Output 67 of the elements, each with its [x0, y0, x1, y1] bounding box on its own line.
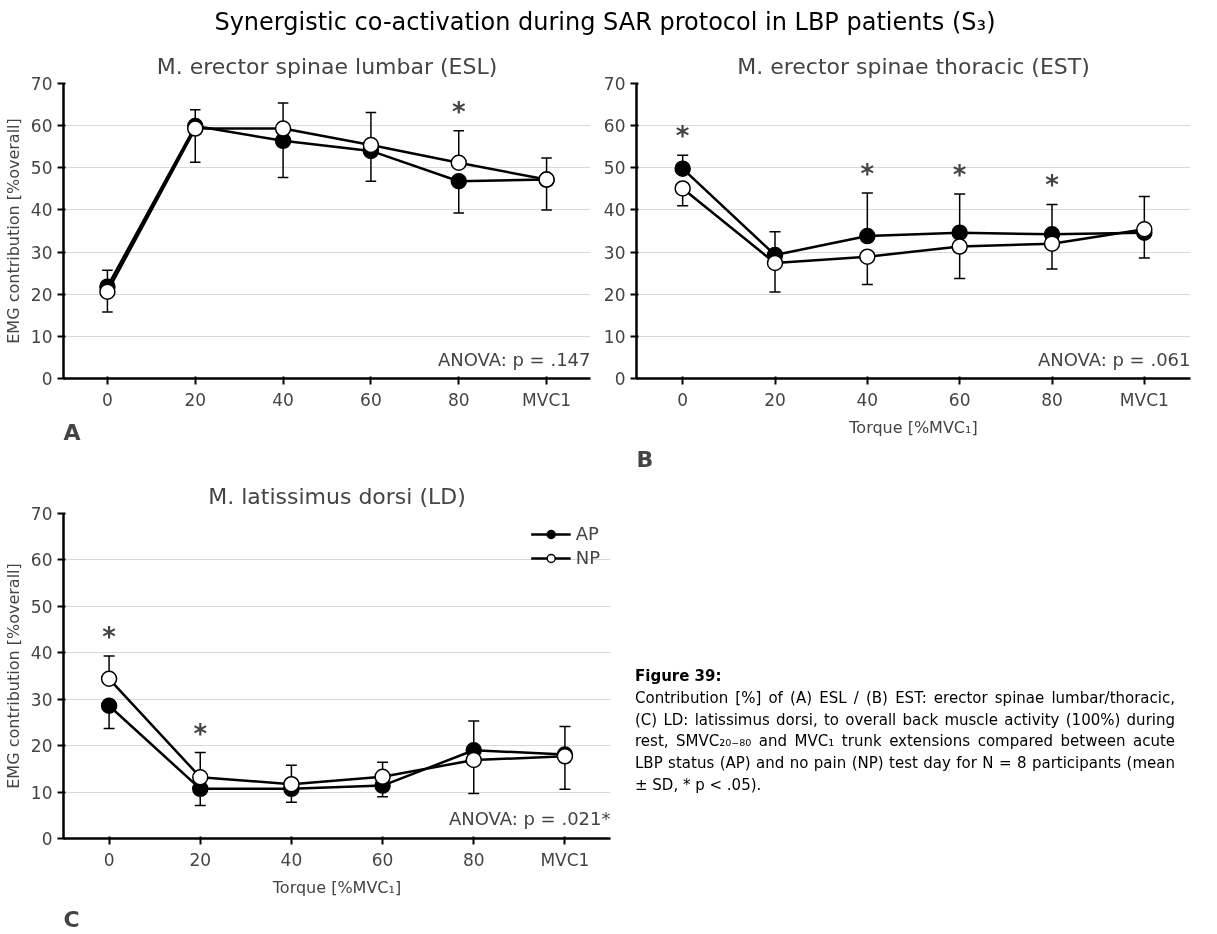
x-tick-label: 0 [103, 849, 115, 870]
y-tick-label: 30 [30, 689, 53, 710]
y-tick-label: 40 [30, 643, 53, 664]
legend-label: AP [575, 523, 599, 544]
annotation: * [193, 718, 208, 749]
y-tick-label: 30 [30, 242, 53, 263]
y-tick-label: 0 [41, 369, 53, 389]
x-tick-label: 60 [371, 849, 394, 870]
x-tick-label: MVC1 [540, 849, 590, 870]
y-tick-label: 40 [603, 200, 626, 221]
annotation: * [675, 121, 690, 152]
chart-title: M. erector spinae lumbar (ESL) [156, 53, 498, 79]
y-tick-label: 60 [30, 116, 53, 137]
annotation: ANOVA: p = .061 [1037, 348, 1191, 370]
y-tick-label: 10 [30, 326, 53, 347]
text: A [63, 419, 81, 445]
chart-title: M. latissimus dorsi (LD) [208, 483, 466, 509]
x-axis-title: Torque [%MVC₁] [848, 417, 978, 437]
y-tick-label: 0 [41, 829, 53, 849]
x-tick-label: 0 [677, 389, 689, 410]
x-tick-label: 60 [360, 389, 382, 410]
x-tick-label: 40 [856, 389, 879, 410]
y-tick-label: 20 [30, 284, 53, 305]
y-axis-title: EMG contribution [%overall] [3, 118, 23, 344]
text: B [636, 446, 654, 472]
y-tick-label: 20 [30, 736, 53, 757]
caption: Figure 39: [635, 667, 722, 685]
y-tick-label: 40 [30, 200, 53, 221]
y-tick-label: 60 [603, 116, 626, 137]
y-tick-label: 10 [603, 326, 626, 347]
x-tick-label: 20 [189, 849, 212, 870]
x-tick-label: MVC1 [522, 389, 572, 410]
x-axis-title: Torque [%MVC₁] [271, 877, 402, 897]
annotation: * [860, 159, 875, 190]
y-tick-label: 10 [30, 782, 53, 803]
annotation: ANOVA: p = .021* [448, 807, 611, 829]
x-tick-label: 40 [272, 389, 294, 410]
y-tick-label: 50 [603, 158, 626, 179]
annotation: * [102, 622, 117, 653]
chart-title: M. erector spinae thoracic (EST) [737, 53, 1090, 79]
text: C [63, 906, 80, 932]
y-tick-label: 60 [30, 550, 53, 571]
x-tick-label: 20 [764, 389, 786, 410]
y-tick-label: 70 [30, 74, 53, 94]
annotation: * [451, 96, 466, 127]
x-tick-label: 80 [1041, 389, 1063, 410]
x-tick-label: 80 [462, 849, 485, 870]
x-tick-label: 80 [447, 389, 470, 410]
x-tick-label: 40 [280, 849, 303, 870]
annotation: ANOVA: p = .147 [437, 348, 591, 370]
annotation: * [1045, 170, 1060, 201]
y-tick-label: 50 [30, 158, 53, 179]
y-tick-label: 70 [30, 504, 53, 524]
text: Synergistic co-activation during SAR protocol in LBP patients (S₃) [214, 7, 996, 38]
annotation: * [952, 159, 967, 190]
y-tick-label: 50 [30, 596, 53, 617]
x-tick-label: MVC1 [1119, 389, 1169, 410]
y-tick-label: 20 [603, 284, 626, 305]
x-tick-label: 60 [948, 389, 971, 410]
x-tick-label: 20 [184, 389, 207, 410]
y-tick-label: 70 [603, 74, 626, 94]
text: Contribution [%] of (A) ESL / (B) EST: erector spinae lumbar/thoracic, (C) LD: latissimus dorsi, to overall back muscle activity (100%) during rest, SMVC₂₀₋₈₀ and MVC₁ trunk extensions compared between acute LBP status (AP) and no pain (NP) test day for N = 8 participants (mean ± SD, * p < .05). [635, 688, 1175, 794]
y-tick-label: 0 [614, 369, 626, 389]
y-axis-title: EMG contribution [%overall] [3, 563, 23, 789]
x-tick-label: 0 [102, 389, 113, 410]
legend-label: NP [575, 547, 600, 568]
y-tick-label: 30 [603, 242, 626, 263]
